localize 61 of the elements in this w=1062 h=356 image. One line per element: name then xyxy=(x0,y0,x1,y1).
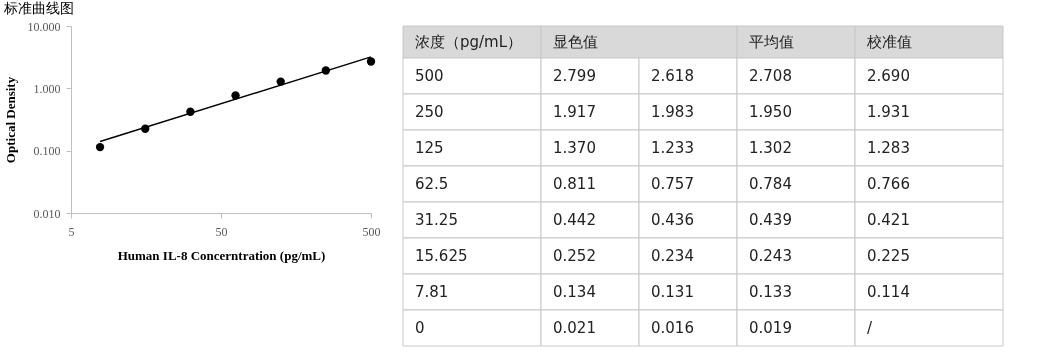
point xyxy=(186,107,195,116)
text: 2.690 xyxy=(867,67,910,85)
y-tick-label: 1.000 xyxy=(33,81,61,96)
text: 校准值 xyxy=(866,33,912,51)
text: 0.252 xyxy=(553,247,596,265)
text: 1.983 xyxy=(651,103,694,121)
text: 0.243 xyxy=(749,247,792,265)
text: 2.799 xyxy=(553,67,596,85)
point xyxy=(366,57,376,66)
text: 31.25 xyxy=(415,211,458,229)
text: 0.133 xyxy=(749,283,792,301)
text: 1.950 xyxy=(749,103,792,121)
text: 0.134 xyxy=(553,283,596,301)
x-tick-label: 5 xyxy=(68,224,75,239)
text: 500 xyxy=(415,67,444,85)
text: 1.302 xyxy=(749,139,792,157)
text: 0.811 xyxy=(553,175,596,193)
text: 1.233 xyxy=(651,139,694,157)
text: / xyxy=(867,319,873,337)
text: 0.784 xyxy=(749,175,792,193)
text: 0.766 xyxy=(867,175,910,193)
y-tick-label: 0.100 xyxy=(33,144,61,159)
text: 62.5 xyxy=(415,175,449,193)
text: 平均值 xyxy=(749,33,794,51)
text: 7.81 xyxy=(415,283,449,301)
text: 显色值 xyxy=(553,33,598,51)
point xyxy=(141,124,150,133)
text: 浓度（pg/mL） xyxy=(415,33,523,51)
point xyxy=(321,66,331,75)
point xyxy=(276,77,285,86)
chart-title: 标准曲线图 xyxy=(3,0,74,16)
text: 1.917 xyxy=(553,103,596,121)
text: 1.370 xyxy=(553,139,596,157)
text: 2.708 xyxy=(749,67,792,85)
y-axis-title: Optical Density xyxy=(2,76,18,164)
x-tick-label: 500 xyxy=(362,224,381,239)
text: 0.436 xyxy=(651,211,694,229)
text: 2.618 xyxy=(651,67,694,85)
text: 0.421 xyxy=(867,211,910,229)
point xyxy=(95,142,105,152)
text: 0.442 xyxy=(553,211,596,229)
text: 0.021 xyxy=(553,319,596,337)
x-tick-label: 50 xyxy=(215,224,228,239)
point xyxy=(231,91,240,100)
text: 0.016 xyxy=(651,319,694,337)
y-tick-label: 0.010 xyxy=(33,206,61,221)
text: 0.757 xyxy=(651,175,694,193)
text: 1.931 xyxy=(867,103,910,121)
y-tick-label: 10.000 xyxy=(27,19,61,34)
text: 0.225 xyxy=(867,247,910,265)
text: 0.114 xyxy=(867,283,910,301)
text: 0 xyxy=(415,319,425,337)
text: 125 xyxy=(415,139,444,157)
text: 0.234 xyxy=(651,247,694,265)
text: 0.439 xyxy=(749,211,792,229)
x-axis-title: Human IL-8 Concerntration (pg/mL) xyxy=(117,247,326,263)
text: 0.019 xyxy=(749,319,792,337)
text: 1.283 xyxy=(867,139,910,157)
text: 0.131 xyxy=(651,283,694,301)
text: 250 xyxy=(415,103,444,121)
text: 15.625 xyxy=(415,247,468,265)
